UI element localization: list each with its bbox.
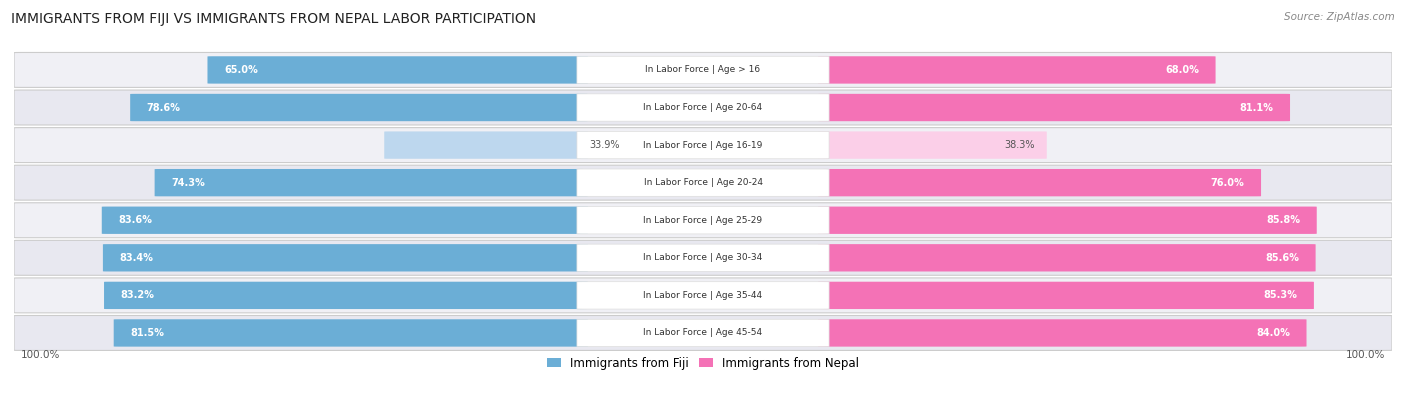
FancyBboxPatch shape xyxy=(576,56,830,84)
Text: In Labor Force | Age 25-29: In Labor Force | Age 25-29 xyxy=(644,216,762,225)
FancyBboxPatch shape xyxy=(14,240,1392,275)
FancyBboxPatch shape xyxy=(818,94,1291,121)
Text: 38.3%: 38.3% xyxy=(1004,140,1035,150)
Text: 33.9%: 33.9% xyxy=(589,140,620,150)
Text: 74.3%: 74.3% xyxy=(172,178,205,188)
Text: 65.0%: 65.0% xyxy=(224,65,257,75)
FancyBboxPatch shape xyxy=(576,169,830,196)
Text: In Labor Force | Age 35-44: In Labor Force | Age 35-44 xyxy=(644,291,762,300)
Text: 83.4%: 83.4% xyxy=(120,253,153,263)
FancyBboxPatch shape xyxy=(576,319,830,347)
FancyBboxPatch shape xyxy=(14,128,1392,163)
Text: In Labor Force | Age 20-24: In Labor Force | Age 20-24 xyxy=(644,178,762,187)
Text: 83.6%: 83.6% xyxy=(118,215,152,225)
FancyBboxPatch shape xyxy=(576,282,830,309)
FancyBboxPatch shape xyxy=(576,244,830,271)
FancyBboxPatch shape xyxy=(576,207,830,234)
FancyBboxPatch shape xyxy=(576,94,830,121)
Text: In Labor Force | Age 16-19: In Labor Force | Age 16-19 xyxy=(644,141,762,150)
FancyBboxPatch shape xyxy=(14,165,1392,200)
FancyBboxPatch shape xyxy=(131,94,588,121)
Text: 81.5%: 81.5% xyxy=(131,328,165,338)
FancyBboxPatch shape xyxy=(818,207,1317,234)
FancyBboxPatch shape xyxy=(818,132,1046,159)
Text: 68.0%: 68.0% xyxy=(1166,65,1199,75)
Text: In Labor Force | Age 45-54: In Labor Force | Age 45-54 xyxy=(644,329,762,337)
Text: 85.8%: 85.8% xyxy=(1267,215,1301,225)
Text: 85.6%: 85.6% xyxy=(1265,253,1299,263)
Text: In Labor Force | Age 30-34: In Labor Force | Age 30-34 xyxy=(644,253,762,262)
FancyBboxPatch shape xyxy=(208,56,588,84)
FancyBboxPatch shape xyxy=(818,56,1216,84)
FancyBboxPatch shape xyxy=(114,319,588,347)
FancyBboxPatch shape xyxy=(576,132,830,159)
FancyBboxPatch shape xyxy=(14,203,1392,238)
FancyBboxPatch shape xyxy=(103,244,588,271)
FancyBboxPatch shape xyxy=(818,282,1313,309)
Text: 83.2%: 83.2% xyxy=(121,290,155,300)
Text: IMMIGRANTS FROM FIJI VS IMMIGRANTS FROM NEPAL LABOR PARTICIPATION: IMMIGRANTS FROM FIJI VS IMMIGRANTS FROM … xyxy=(11,12,536,26)
FancyBboxPatch shape xyxy=(818,169,1261,196)
Text: 100.0%: 100.0% xyxy=(1346,350,1385,360)
Text: In Labor Force | Age > 16: In Labor Force | Age > 16 xyxy=(645,66,761,74)
FancyBboxPatch shape xyxy=(155,169,588,196)
Text: 84.0%: 84.0% xyxy=(1256,328,1289,338)
Text: 78.6%: 78.6% xyxy=(146,103,180,113)
FancyBboxPatch shape xyxy=(104,282,588,309)
FancyBboxPatch shape xyxy=(14,278,1392,313)
FancyBboxPatch shape xyxy=(14,53,1392,87)
FancyBboxPatch shape xyxy=(384,132,588,159)
FancyBboxPatch shape xyxy=(818,319,1306,347)
Legend: Immigrants from Fiji, Immigrants from Nepal: Immigrants from Fiji, Immigrants from Ne… xyxy=(543,352,863,374)
Text: Source: ZipAtlas.com: Source: ZipAtlas.com xyxy=(1284,12,1395,22)
Text: 81.1%: 81.1% xyxy=(1240,103,1274,113)
FancyBboxPatch shape xyxy=(818,244,1316,271)
Text: 85.3%: 85.3% xyxy=(1264,290,1298,300)
FancyBboxPatch shape xyxy=(14,90,1392,125)
FancyBboxPatch shape xyxy=(101,207,588,234)
Text: 76.0%: 76.0% xyxy=(1211,178,1244,188)
Text: In Labor Force | Age 20-64: In Labor Force | Age 20-64 xyxy=(644,103,762,112)
Text: 100.0%: 100.0% xyxy=(21,350,60,360)
FancyBboxPatch shape xyxy=(14,316,1392,350)
